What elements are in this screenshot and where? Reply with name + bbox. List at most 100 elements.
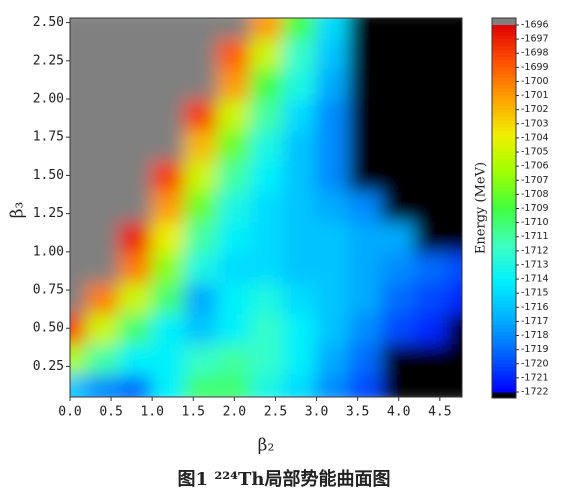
colorbar-swatch — [492, 134, 516, 139]
colorbar-tick-label: -1720 — [521, 358, 549, 369]
cell — [315, 36, 351, 70]
cell — [447, 36, 462, 70]
colorbar-swatch — [492, 314, 516, 319]
cell — [184, 220, 219, 253]
y-tick-label: 0.50 — [33, 321, 64, 336]
cell — [447, 97, 462, 131]
cell — [118, 373, 154, 397]
cell — [447, 373, 462, 397]
colorbar-swatch — [492, 152, 516, 157]
cell — [151, 220, 187, 253]
colorbar-swatch — [492, 293, 516, 298]
colorbar-tick-label: -1698 — [521, 48, 549, 59]
cell — [216, 189, 252, 223]
cell — [348, 220, 384, 253]
cell — [282, 342, 318, 376]
cell — [282, 159, 318, 192]
cell — [216, 128, 252, 162]
cell — [414, 67, 450, 100]
colorbar-swatch — [492, 70, 516, 76]
colorbar-tick-label: -1702 — [521, 104, 549, 115]
colorbar-swatch — [492, 381, 516, 386]
cell — [184, 18, 219, 39]
colorbar-swatch — [492, 74, 516, 79]
cell — [447, 67, 462, 100]
cell — [118, 159, 154, 192]
cell — [315, 311, 351, 345]
colorbar-swatch — [492, 137, 516, 143]
colorbar-swatch — [492, 353, 516, 358]
field — [70, 18, 462, 397]
colorbar-swatch — [492, 28, 516, 33]
colorbar-swatch — [492, 289, 516, 294]
cell — [348, 250, 384, 284]
x-tick-label: 2.0 — [223, 405, 246, 420]
y-tick-label: 1.50 — [33, 168, 64, 183]
colorbar-swatch — [492, 339, 516, 344]
colorbar-swatch — [492, 173, 516, 178]
colorbar-swatch — [492, 39, 516, 44]
cell — [216, 67, 252, 100]
colorbar-swatch — [492, 197, 516, 203]
cell — [85, 67, 121, 100]
cell — [70, 159, 88, 192]
cell — [348, 36, 384, 70]
colorbar-swatch — [492, 176, 516, 181]
x-tick-label: 0.0 — [58, 405, 81, 420]
colorbar-swatch — [492, 169, 516, 174]
cell — [348, 189, 384, 223]
cell — [151, 311, 187, 345]
cell — [85, 250, 121, 284]
cell — [85, 281, 121, 314]
colorbar-swatch — [492, 32, 516, 37]
cell — [414, 311, 450, 345]
colorbar-swatch — [492, 25, 516, 30]
cell — [184, 189, 219, 223]
colorbar-swatch — [492, 303, 516, 308]
cell — [414, 97, 450, 131]
cell — [151, 281, 187, 314]
colorbar-swatch — [492, 307, 516, 312]
cell — [414, 250, 450, 284]
cell — [85, 373, 121, 397]
cell — [184, 373, 219, 397]
x-tick-label: 2.5 — [264, 405, 287, 420]
cell — [70, 373, 88, 397]
colorbar-swatch — [492, 88, 516, 93]
cell — [315, 18, 351, 39]
colorbar-swatch — [492, 370, 516, 375]
cell — [348, 128, 384, 162]
colorbar-swatch — [492, 130, 516, 135]
cell — [85, 128, 121, 162]
colorbar-tick-label: -1703 — [521, 118, 549, 129]
colorbar-tick-label: -1700 — [521, 76, 549, 87]
cell — [381, 281, 417, 314]
colorbar-tick-label: -1711 — [521, 231, 549, 242]
colorbar-swatch — [492, 95, 516, 100]
cell — [184, 159, 219, 192]
x-tick-label: 1.5 — [182, 405, 205, 420]
cell — [249, 189, 285, 223]
cell — [447, 220, 462, 253]
colorbar-swatch — [492, 56, 516, 61]
cell — [381, 159, 417, 192]
colorbar-swatch — [492, 264, 516, 270]
colorbar-swatch — [492, 194, 516, 199]
cell — [118, 250, 154, 284]
cell — [249, 159, 285, 192]
cell — [447, 342, 462, 376]
colorbar-tick-label: -1705 — [521, 147, 549, 158]
cell — [315, 97, 351, 131]
y-tick-label: 2.00 — [33, 91, 64, 106]
cell — [348, 373, 384, 397]
cell — [70, 311, 88, 345]
colorbar-over — [492, 18, 516, 25]
colorbar-tick-label: -1716 — [521, 302, 549, 313]
cell — [381, 250, 417, 284]
cell — [348, 342, 384, 376]
colorbar-swatch — [492, 332, 516, 337]
cell — [282, 250, 318, 284]
cell — [118, 220, 154, 253]
cell — [447, 18, 462, 39]
colorbar-swatch — [492, 279, 516, 284]
